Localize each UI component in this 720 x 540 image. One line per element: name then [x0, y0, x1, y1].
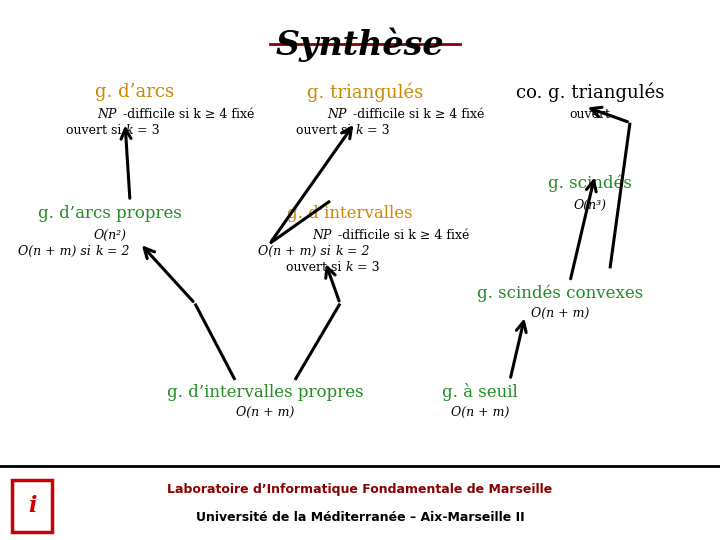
Text: g. d’intervalles propres: g. d’intervalles propres — [167, 383, 364, 401]
Text: NP: NP — [328, 108, 347, 121]
Text: ouvert si: ouvert si — [296, 124, 355, 137]
Text: = 3: = 3 — [363, 124, 390, 137]
Text: k: k — [355, 124, 363, 137]
Text: O(n + m) si: O(n + m) si — [258, 245, 335, 258]
Text: g. scindés convexes: g. scindés convexes — [477, 285, 643, 302]
Text: NP: NP — [97, 108, 117, 121]
Text: ouvert: ouvert — [570, 108, 611, 121]
Text: = 3: = 3 — [353, 261, 379, 274]
Text: O(n + m): O(n + m) — [451, 406, 509, 419]
Text: g. d’arcs propres: g. d’arcs propres — [38, 205, 182, 221]
Text: O(n + m) si: O(n + m) si — [18, 245, 95, 258]
Text: g. à seuil: g. à seuil — [442, 383, 518, 401]
Text: Laboratoire d’Informatique Fondamentale de Marseille: Laboratoire d’Informatique Fondamentale … — [167, 483, 553, 496]
Text: -difficile si k ≥ 4 fixé: -difficile si k ≥ 4 fixé — [353, 108, 485, 121]
Text: = 2: = 2 — [343, 245, 369, 258]
Text: O(n + m): O(n + m) — [236, 406, 294, 419]
Text: NP: NP — [312, 229, 332, 242]
Text: i: i — [28, 495, 36, 517]
Text: ouvert si: ouvert si — [286, 261, 345, 274]
Text: = 3: = 3 — [133, 124, 160, 137]
Text: = 2: = 2 — [103, 245, 130, 258]
Text: Université de la Méditerranée – Aix-Marseille II: Université de la Méditerranée – Aix-Mars… — [196, 511, 524, 524]
Text: k: k — [335, 245, 343, 258]
Text: k: k — [95, 245, 103, 258]
Text: -difficile si k ≥ 4 fixé: -difficile si k ≥ 4 fixé — [338, 229, 469, 242]
Text: k: k — [345, 261, 353, 274]
Text: g. scindés: g. scindés — [548, 174, 632, 192]
Text: -difficile si k ≥ 4 fixé: -difficile si k ≥ 4 fixé — [123, 108, 254, 121]
FancyBboxPatch shape — [12, 480, 52, 532]
Text: O(n³): O(n³) — [574, 199, 606, 212]
Text: co. g. triangulés: co. g. triangulés — [516, 83, 664, 102]
Text: g. d’intervalles: g. d’intervalles — [287, 205, 413, 221]
Text: O(n + m): O(n + m) — [531, 307, 589, 320]
Text: O(n²): O(n²) — [94, 229, 127, 242]
Text: k: k — [125, 124, 132, 137]
Text: ouvert si: ouvert si — [66, 124, 125, 137]
Text: g. d’arcs: g. d’arcs — [96, 84, 174, 102]
Text: Synthèse: Synthèse — [276, 27, 444, 62]
Text: g. triangulés: g. triangulés — [307, 83, 423, 102]
